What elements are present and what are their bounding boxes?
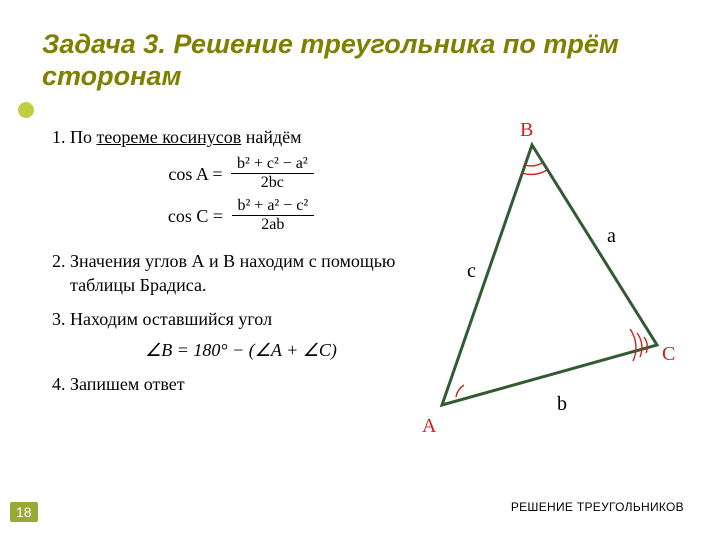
formula-cosA-cosC: cos A = b² + c² − a² 2bc cos C = b² + a²… xyxy=(70,155,412,235)
vertex-B-label: B xyxy=(520,119,533,142)
cosC-num: b² + a² − c² xyxy=(232,197,315,216)
step-2: Значения углов А и B находим с помощью т… xyxy=(70,249,412,298)
step-1-suffix: найдём xyxy=(241,127,301,147)
footer-text: РЕШЕНИЕ ТРЕУГОЛЬНИКОВ xyxy=(511,500,684,514)
angle-arc-C1 xyxy=(644,337,647,353)
step-1-prefix: По xyxy=(70,127,97,147)
angle-arc-A xyxy=(456,385,464,397)
cosA-num: b² + c² − a² xyxy=(231,155,314,174)
vertex-A-label: A xyxy=(422,415,436,438)
step-3-text: Находим оставшийся угол xyxy=(70,309,272,329)
triangle-figure: B A C a b c xyxy=(422,125,678,406)
triangle-svg xyxy=(422,125,692,435)
angle-arc-B1 xyxy=(525,163,542,166)
steps-column: По теореме косинусов найдём cos A = b² +… xyxy=(42,125,412,406)
slide-title: Задача 3. Решение треугольника по трём с… xyxy=(42,28,678,93)
step-4: Запишем ответ xyxy=(70,372,412,396)
slide: Задача 3. Решение треугольника по трём с… xyxy=(0,0,720,540)
side-b-label: b xyxy=(557,393,567,416)
accent-dot xyxy=(18,102,34,118)
page-number: 18 xyxy=(10,502,38,522)
cosA-label: cos A = xyxy=(168,164,222,184)
cosC-label: cos C = xyxy=(168,206,223,226)
angle-arc-C3 xyxy=(630,329,636,361)
step-3: Находим оставшийся угол ∠B = 180° − (∠A … xyxy=(70,307,412,362)
cosC-den: 2ab xyxy=(232,216,315,234)
formula-angleB: ∠B = 180° − (∠A + ∠C) xyxy=(70,338,412,362)
step-1-link: теореме косинусов xyxy=(97,127,242,147)
cosA-den: 2bc xyxy=(231,174,314,192)
vertex-C-label: C xyxy=(662,343,675,366)
side-c-label: c xyxy=(467,260,476,283)
angle-arc-C2 xyxy=(637,333,642,357)
side-a-label: a xyxy=(607,225,616,248)
step-1: По теореме косинусов найдём cos A = b² +… xyxy=(70,125,412,235)
content-area: По теореме косинусов найдём cos A = b² +… xyxy=(42,125,678,406)
angle-arc-B2 xyxy=(522,170,547,174)
